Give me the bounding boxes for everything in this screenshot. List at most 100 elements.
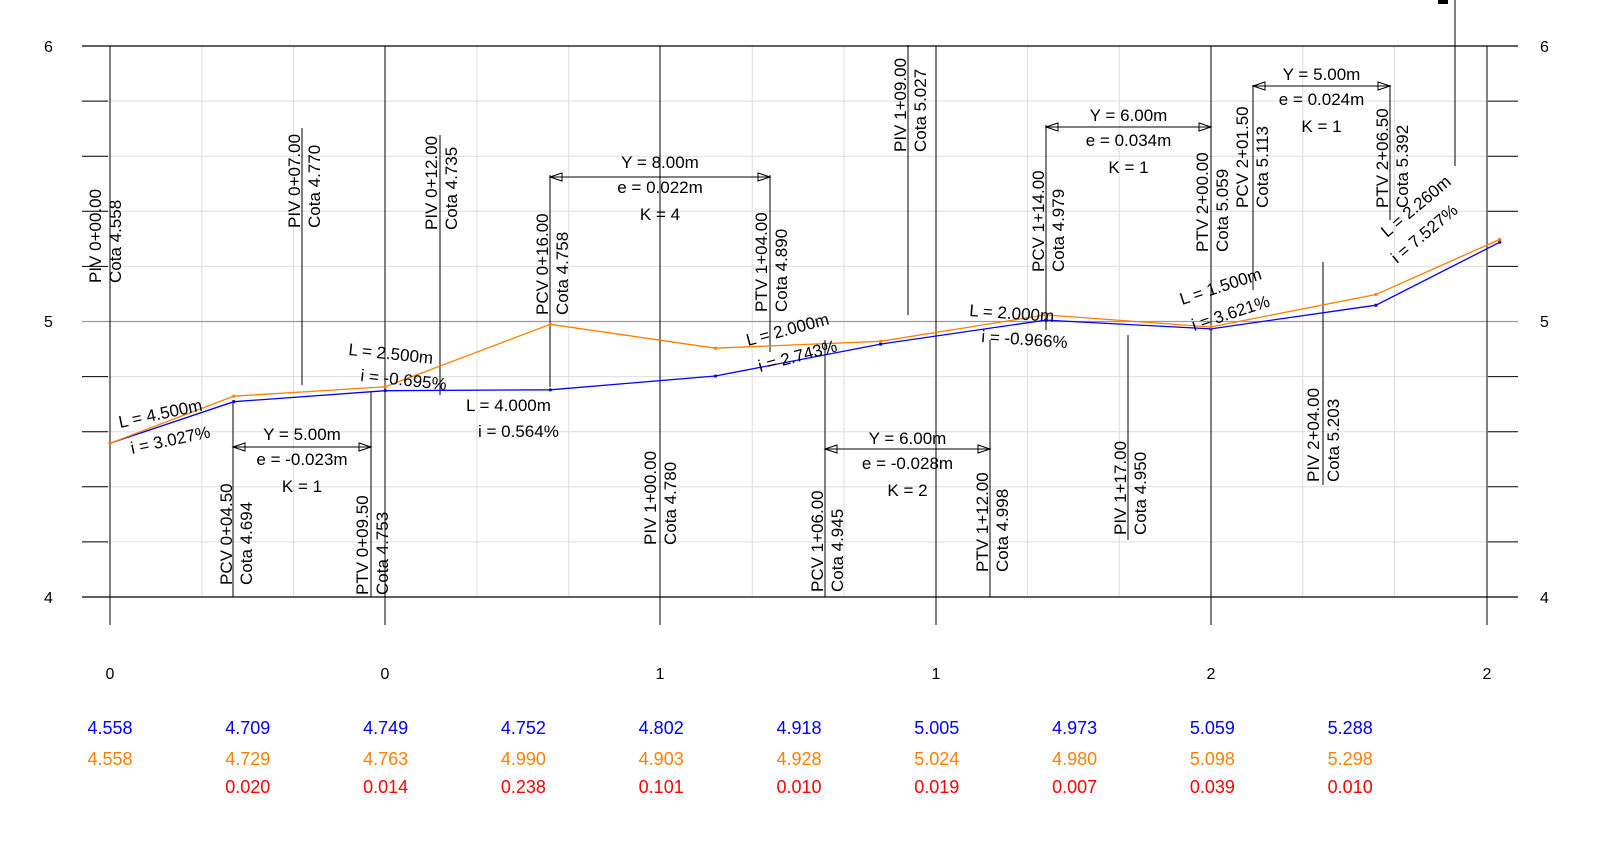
x-tick-label: 2	[1483, 666, 1492, 683]
series-point	[1374, 303, 1378, 307]
curve-length-label: Y = 5.00m	[1283, 65, 1361, 84]
station-label: PIV 0+07.00	[285, 134, 304, 228]
curve-offset-label: e = 0.022m	[617, 178, 703, 197]
arrowhead-right	[358, 442, 373, 452]
series-point	[1498, 237, 1502, 242]
terrain-value: 4.980	[1052, 749, 1097, 769]
terrain-value: 4.558	[87, 749, 132, 769]
grade-length-label: L = 2.000m	[969, 301, 1055, 326]
station-elevation-label: Cota 5.059	[1213, 169, 1232, 252]
station-label: PIV 1+17.00	[1111, 441, 1130, 535]
difference-value: 0.101	[639, 777, 684, 797]
station-label: PIV 0+00.00	[86, 189, 105, 283]
series-point	[1044, 313, 1048, 317]
station-label: PCV 0+16.00	[533, 213, 552, 315]
grade-percent-label: i = -0.695%	[360, 366, 448, 394]
terrain-value: 4.729	[225, 749, 270, 769]
station-label: PTV 1+12.00	[973, 472, 992, 572]
grid	[82, 46, 1518, 597]
difference-value: 0.039	[1190, 777, 1235, 797]
y-tick-label-right: 5	[1540, 314, 1549, 331]
station-elevation-label: Cota 4.780	[661, 462, 680, 545]
terrain-value: 4.928	[776, 749, 821, 769]
station-label: PCV 1+14.00	[1029, 170, 1048, 272]
design-value: 5.059	[1190, 718, 1235, 738]
station-label: PTV 1+04.00	[752, 212, 771, 312]
station-elevation-label: Cota 5.203	[1324, 399, 1343, 482]
design-value: 4.973	[1052, 718, 1097, 738]
series-point	[1209, 325, 1213, 329]
arrowhead-right	[977, 444, 992, 454]
y-tick-label-left: 5	[44, 314, 53, 331]
series-point	[1498, 240, 1502, 244]
curve-offset-label: e = -0.028m	[862, 454, 953, 473]
grade-length-label: L = 4.000m	[466, 396, 551, 415]
x-tick-label: 1	[656, 666, 665, 683]
design-value: 4.752	[501, 718, 546, 738]
series-point	[878, 339, 883, 343]
terrain-value: 5.024	[914, 749, 959, 769]
design-value: 5.288	[1328, 718, 1373, 738]
terrain-value: 5.298	[1328, 749, 1373, 769]
grade-percent-label: i = 0.564%	[478, 422, 559, 441]
station-label: PIV 2+04.00	[1304, 388, 1323, 482]
arrowhead-left	[1251, 81, 1266, 91]
station-elevation-label: Cota 5.027	[911, 69, 930, 152]
y-tick-label-left: 4	[44, 590, 53, 607]
station-elevation-label: Cota 4.758	[553, 232, 572, 315]
design-value: 4.802	[639, 718, 684, 738]
station-elevation-label: Cota 4.890	[772, 229, 791, 312]
station-elevation-label: Cota 4.979	[1049, 189, 1068, 272]
station-elevation-label: Cota 4.770	[305, 145, 324, 228]
series-point	[383, 385, 387, 389]
station-elevation-label: Cota 4.735	[442, 147, 461, 230]
arrowhead-left	[231, 442, 246, 452]
curve-offset-label: e = 0.034m	[1086, 131, 1172, 150]
terrain-line	[109, 238, 1501, 444]
curve-length-label: Y = 6.00m	[1090, 106, 1168, 125]
curve-k-label: K = 4	[640, 205, 680, 224]
y-tick-label-right: 6	[1540, 39, 1549, 56]
station-elevation-label: Cota 4.998	[993, 489, 1012, 572]
station-label: PCV 2+01.50	[1233, 106, 1252, 208]
difference-value: 0.014	[363, 777, 408, 797]
design-value: 4.918	[776, 718, 821, 738]
curve-k-label: K = 1	[1301, 117, 1341, 136]
curve-length-label: Y = 6.00m	[869, 429, 947, 448]
x-tick-label: 0	[106, 666, 115, 683]
series-point	[232, 400, 236, 404]
curve-offset-label: e = 0.024m	[1279, 90, 1365, 109]
terrain-value: 4.903	[639, 749, 684, 769]
arrowhead-right	[1198, 122, 1213, 132]
arrowhead-left	[823, 444, 838, 454]
terrain-value: 4.763	[363, 749, 408, 769]
grade-length-label: L = 2.500m	[348, 340, 434, 368]
station-label: PCV 0+04.50	[217, 483, 236, 585]
series-point	[548, 322, 552, 326]
series-point	[108, 441, 112, 445]
difference-value: 0.019	[914, 777, 959, 797]
difference-value: 0.010	[1328, 777, 1373, 797]
series-lines	[108, 237, 1502, 445]
difference-value: 0.238	[501, 777, 546, 797]
series-point	[1374, 292, 1378, 297]
curve-length-label: Y = 8.00m	[621, 153, 699, 172]
design-value: 5.005	[914, 718, 959, 738]
series-point	[383, 389, 387, 393]
design-value: 4.709	[225, 718, 270, 738]
terrain-value: 5.098	[1190, 749, 1235, 769]
arrowhead-right	[757, 172, 772, 182]
station-label: PIV 1+09.00	[891, 58, 910, 152]
station-elevation-label: Cota 5.392	[1393, 125, 1412, 208]
station-label: PCV 1+06.00	[808, 490, 827, 592]
series-point	[878, 342, 883, 346]
station-label: PTV 2+00.00	[1193, 152, 1212, 252]
grade-percent-label: i = -0.966%	[981, 327, 1069, 352]
series-point	[548, 388, 552, 392]
arrowhead-left	[1044, 122, 1059, 132]
design-grade-line	[109, 241, 1501, 444]
curve-offset-label: e = -0.023m	[256, 450, 347, 469]
station-elevation-label: Cota 4.753	[373, 512, 392, 595]
station-elevation-label: Cota 4.694	[237, 502, 256, 585]
